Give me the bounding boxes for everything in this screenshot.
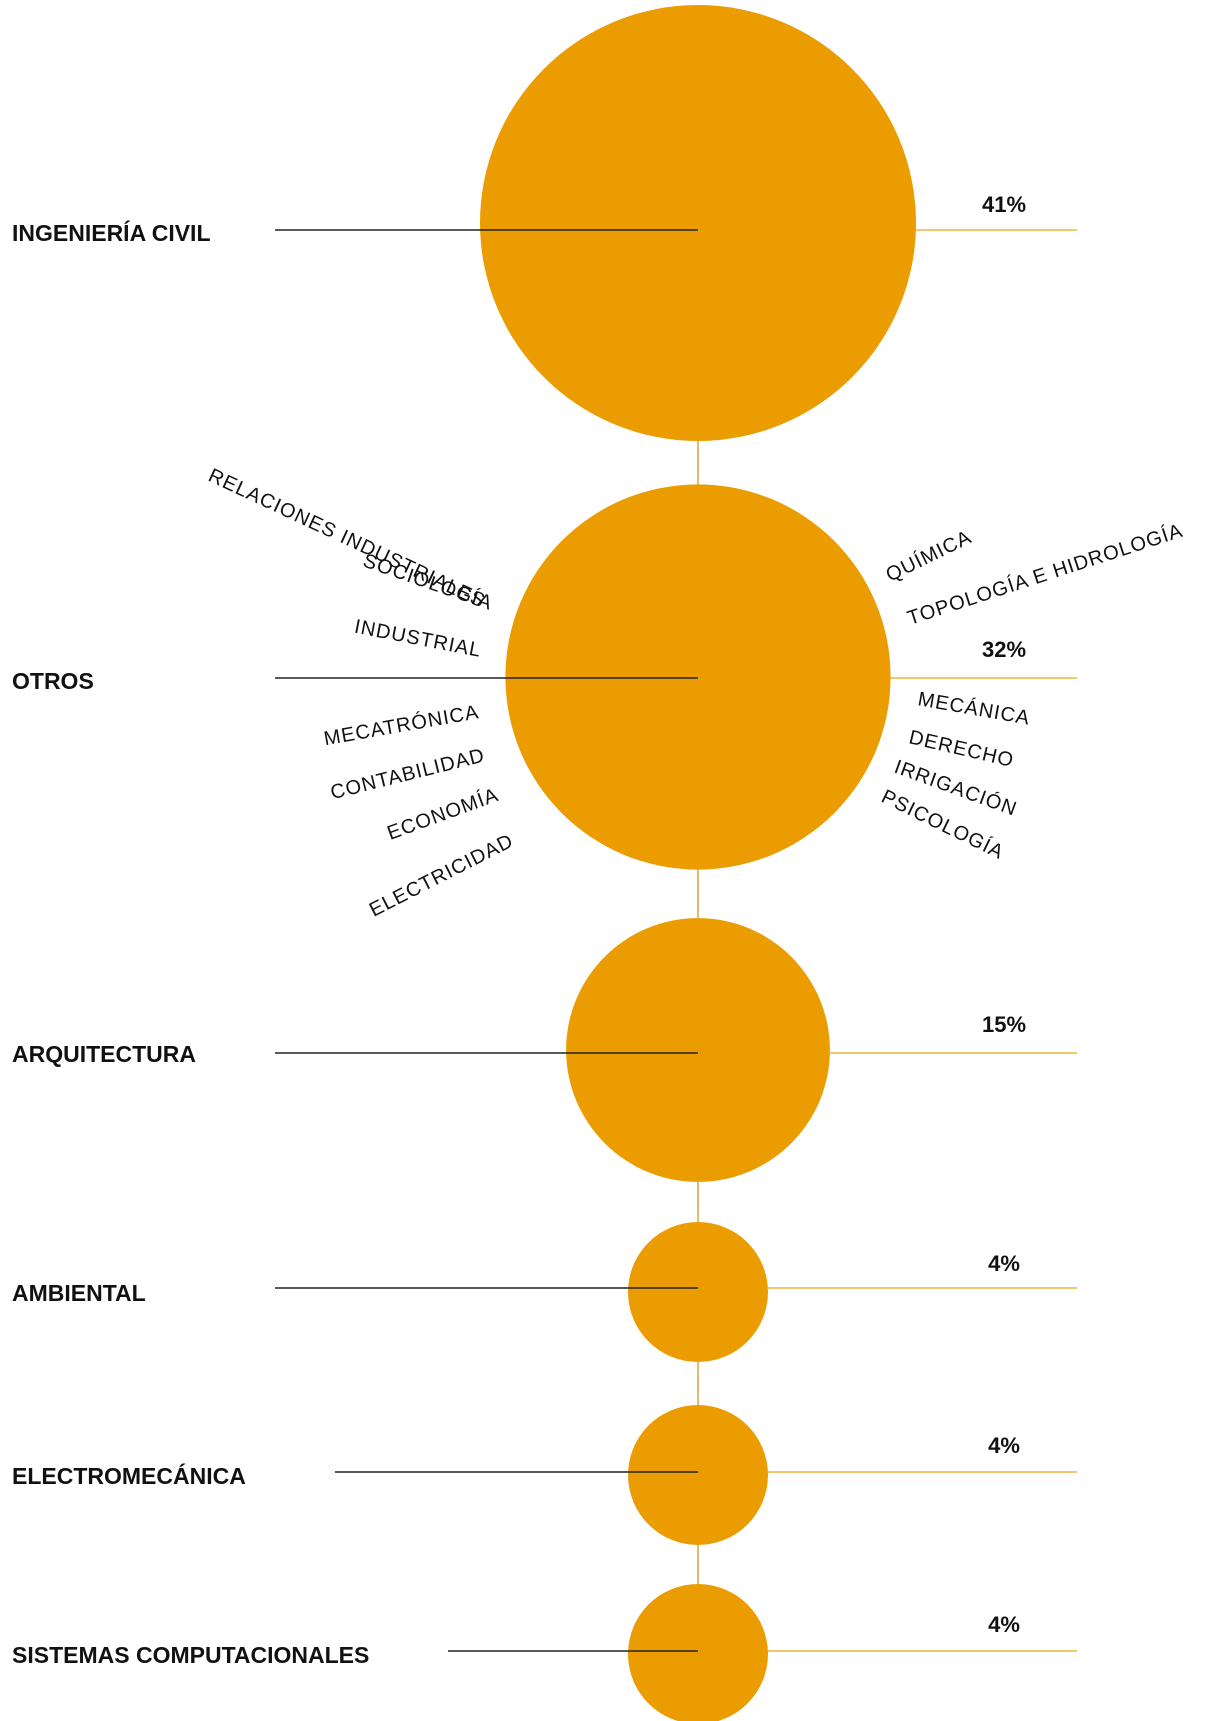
otros-sub-label-left-industrial: INDUSTRIAL [353, 616, 484, 662]
category-label-ingenieria-civil: INGENIERÍA CIVIL [12, 219, 211, 246]
percent-label-arquitectura: 15% [982, 1012, 1026, 1037]
bubble-electromecanica [628, 1405, 768, 1545]
otros-sub-label-left-mecatronica: MECATRÓNICA [322, 700, 481, 750]
otros-sub-label-right-mecanica: MECÁNICA [916, 687, 1032, 729]
otros-sub-label-right-quimica: QUÍMICA [882, 525, 975, 586]
bubbles-layer [480, 5, 916, 1721]
bubble-ingenieria-civil [480, 5, 916, 441]
otros-sub-label-left-electricidad: ELECTRICIDAD [366, 830, 517, 922]
bubble-otros [505, 484, 891, 870]
otros-sub-label-left-economia: ECONOMÍA [384, 783, 502, 845]
percent-label-ambiental: 4% [988, 1251, 1020, 1276]
category-label-arquitectura: ARQUITECTURA [12, 1041, 196, 1067]
otros-sub-label-left-sociologia: SOCIOLOGÍA [360, 549, 496, 615]
category-label-otros: OTROS [12, 668, 94, 694]
percent-label-ingenieria-civil: 41% [982, 192, 1026, 217]
bubble-sistemas-computacionales [628, 1584, 768, 1721]
percent-label-electromecanica: 4% [988, 1433, 1020, 1458]
category-label-ambiental: AMBIENTAL [12, 1280, 146, 1306]
category-label-sistemas-computacionales: SISTEMAS COMPUTACIONALES [12, 1642, 369, 1668]
bubble-ambiental [628, 1222, 768, 1362]
percent-label-sistemas-computacionales: 4% [988, 1612, 1020, 1637]
bubble-arquitectura [566, 918, 830, 1182]
labels-layer: INGENIERÍA CIVIL 41% OTROS 32% ARQUITECTURA 1… [12, 192, 1026, 1668]
leader-lines-layer [275, 229, 1077, 1652]
category-label-electromecanica: ELECTROMECÁNICA [12, 1462, 246, 1489]
percent-label-otros: 32% [982, 637, 1026, 662]
